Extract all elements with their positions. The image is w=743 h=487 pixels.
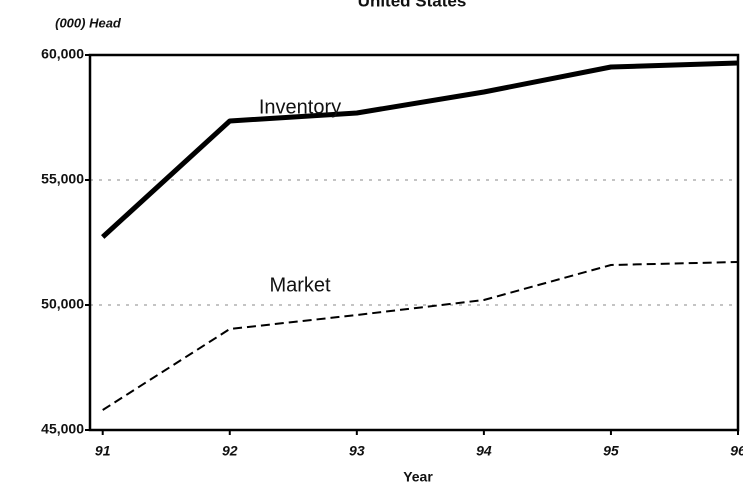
plot-frame xyxy=(88,53,740,432)
y-tick-label: 50,000 xyxy=(41,296,84,312)
series-line xyxy=(101,60,739,239)
x-tick-label: 91 xyxy=(95,443,111,459)
x-tick-label: 96 xyxy=(730,443,743,459)
x-tick-label: 93 xyxy=(349,443,365,459)
series-label: Inventory xyxy=(259,96,341,118)
x-tick-label: 94 xyxy=(476,443,492,459)
y-tick-label: 45,000 xyxy=(41,421,84,437)
x-tick-label: 95 xyxy=(603,443,619,459)
y-tick-label: 60,000 xyxy=(41,46,84,62)
y-tick-label: 55,000 xyxy=(41,171,84,187)
series-line xyxy=(102,261,739,411)
x-axis-label: Year xyxy=(403,469,433,485)
chart-title: United States xyxy=(358,0,467,10)
y-axis-label: (000) Head xyxy=(55,15,122,30)
series-label: Market xyxy=(269,274,331,296)
x-tick-label: 92 xyxy=(222,443,238,459)
